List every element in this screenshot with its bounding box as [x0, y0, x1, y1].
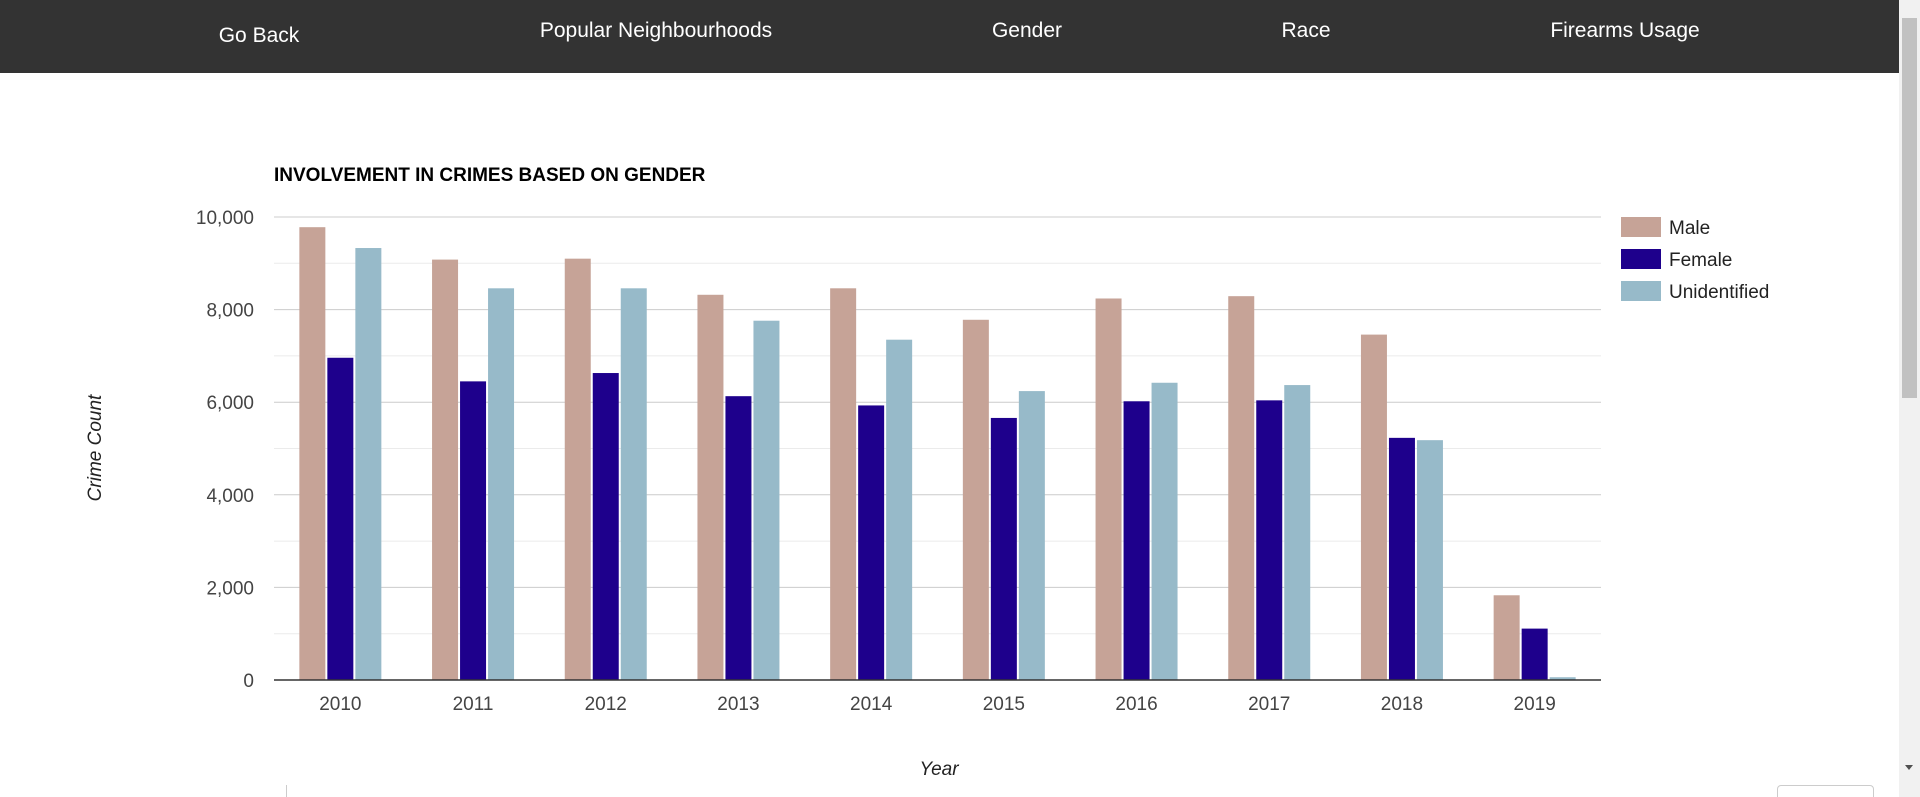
legend-swatch-unidentified	[1621, 281, 1661, 301]
bar-male-2011[interactable]	[432, 259, 459, 680]
legend-swatch-female	[1621, 249, 1661, 269]
bar-female-2017[interactable]	[1256, 400, 1283, 680]
x-tick-label: 2014	[850, 694, 893, 715]
bar-unidentified-2014[interactable]	[886, 339, 913, 680]
x-tick-label: 2019	[1514, 694, 1556, 715]
legend: Male Female Unidentified	[1621, 217, 1769, 303]
bar-unidentified-2017[interactable]	[1284, 385, 1311, 680]
nav-gender[interactable]: Gender	[991, 19, 1063, 42]
bar-unidentified-2010[interactable]	[355, 248, 382, 680]
bar-unidentified-2016[interactable]	[1151, 382, 1178, 680]
x-tick-label: 2011	[453, 694, 494, 715]
x-tick-label: 2018	[1381, 694, 1423, 715]
x-tick-label: 2017	[1248, 694, 1290, 715]
x-tick-label: 2010	[319, 694, 361, 715]
y-tick-label: 2,000	[206, 578, 254, 599]
x-tick-label: 2015	[983, 694, 1025, 715]
x-tick-label: 2013	[717, 694, 759, 715]
bar-female-2019[interactable]	[1521, 628, 1548, 680]
bar-male-2015[interactable]	[962, 319, 989, 680]
nav-firearms-usage[interactable]: Firearms Usage	[1550, 19, 1700, 42]
legend-label-unidentified: Unidentified	[1669, 282, 1769, 303]
bar-male-2019[interactable]	[1493, 595, 1520, 680]
y-tick-label: 10,000	[196, 208, 254, 229]
y-axis-title: Crime Count	[85, 394, 106, 501]
bar-unidentified-2013[interactable]	[753, 320, 780, 680]
bar-female-2011[interactable]	[460, 381, 487, 680]
nav-popular-neighbourhoods[interactable]: Popular Neighbourhoods	[539, 19, 773, 42]
bottom-panel-edge	[1777, 785, 1874, 797]
bar-female-2016[interactable]	[1123, 401, 1150, 680]
nav-go-back[interactable]: Go Back	[218, 24, 300, 47]
nav-race[interactable]: Race	[1281, 19, 1331, 42]
vertical-scrollbar[interactable]	[1899, 0, 1920, 797]
bar-female-2014[interactable]	[858, 405, 885, 680]
legend-label-female: Female	[1669, 250, 1732, 271]
y-tick-label: 8,000	[206, 301, 254, 322]
bar-male-2010[interactable]	[299, 227, 326, 680]
y-tick-label: 6,000	[206, 393, 254, 414]
bar-unidentified-2018[interactable]	[1416, 440, 1443, 680]
bar-female-2013[interactable]	[725, 396, 752, 680]
bar-unidentified-2015[interactable]	[1018, 391, 1045, 680]
y-axis-ticks: 0 2,000 4,000 6,000 8,000 10,000	[196, 208, 254, 692]
chart-title: INVOLVEMENT IN CRIMES BASED ON GENDER	[274, 165, 706, 186]
bar-female-2018[interactable]	[1388, 437, 1415, 680]
legend-swatch-male	[1621, 217, 1661, 237]
bar-unidentified-2019[interactable]	[1549, 677, 1576, 680]
x-axis-title: Year	[919, 759, 959, 780]
bar-male-2012[interactable]	[564, 258, 591, 680]
bar-female-2015[interactable]	[990, 417, 1017, 680]
bar-female-2012[interactable]	[592, 373, 619, 680]
bottom-divider	[286, 785, 287, 797]
top-navigation-bar: Go Back Popular Neighbourhoods Gender Ra…	[0, 0, 1899, 73]
bars	[299, 227, 1576, 680]
bar-male-2013[interactable]	[697, 294, 724, 680]
bar-male-2018[interactable]	[1360, 334, 1387, 680]
scrollbar-thumb[interactable]	[1902, 18, 1917, 398]
legend-label-male: Male	[1669, 218, 1710, 239]
bar-male-2016[interactable]	[1095, 298, 1122, 680]
y-tick-label: 0	[243, 671, 254, 692]
bar-unidentified-2011[interactable]	[488, 288, 515, 680]
y-tick-label: 4,000	[206, 486, 254, 507]
bar-male-2014[interactable]	[830, 288, 857, 680]
x-tick-label: 2012	[585, 694, 627, 715]
bar-female-2010[interactable]	[327, 357, 354, 680]
x-axis-ticks: 2010 2011 2012 2013 2014 2015 2016 2017 2018 2019	[319, 694, 1556, 715]
scroll-down-arrow-icon[interactable]	[1905, 765, 1913, 770]
x-tick-label: 2016	[1115, 694, 1157, 715]
bar-male-2017[interactable]	[1228, 296, 1255, 680]
bar-unidentified-2012[interactable]	[620, 288, 647, 680]
